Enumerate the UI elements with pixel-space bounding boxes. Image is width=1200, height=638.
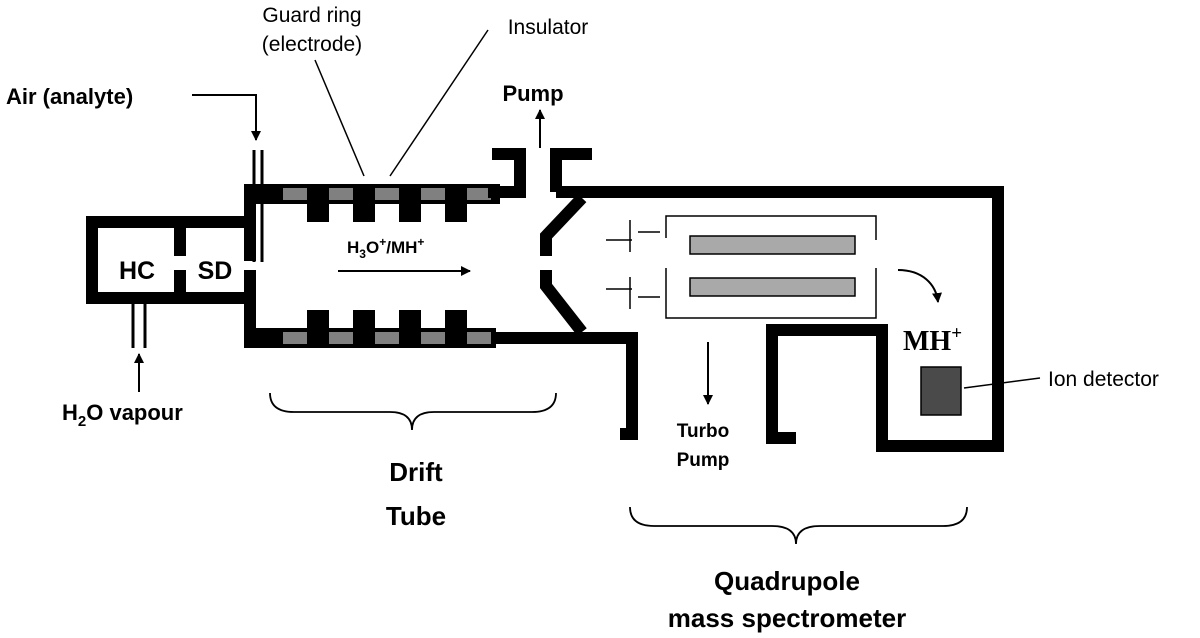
pump-port xyxy=(488,148,592,198)
mh-ion-label: MH+ xyxy=(903,323,962,357)
drift-tube-label-line2: Tube xyxy=(386,501,446,531)
ion-lens-upper xyxy=(606,220,660,252)
guard-ring-leader xyxy=(314,59,365,177)
turbo-pump-label-line2: Pump xyxy=(677,450,730,471)
ms-housing xyxy=(494,186,1004,452)
drift-tube-label: Drift xyxy=(389,457,443,487)
quadrupole-assembly xyxy=(606,215,877,319)
ion-species-label: H3O+/MH+ xyxy=(347,235,424,261)
air-inlet xyxy=(252,150,264,262)
guard-ring-label-line2: (electrode) xyxy=(262,33,362,56)
ion-path-arrow xyxy=(897,269,942,303)
insulator-leader xyxy=(389,29,489,177)
ion-detector-label: Ion detector xyxy=(1048,368,1159,391)
quadrupole-rod-lower xyxy=(689,277,856,297)
source-chambers xyxy=(86,216,250,304)
air-analyte-label: Air (analyte) xyxy=(6,84,133,109)
drift-tube-brace xyxy=(269,392,557,431)
nozzle xyxy=(540,193,587,336)
h2o-inlet xyxy=(131,298,147,348)
ion-detector-leader xyxy=(963,377,1041,389)
quadrupole-label-line2: mass spectrometer xyxy=(668,603,906,633)
ion-lens-lower xyxy=(606,277,660,309)
guard-ring-electrodes xyxy=(307,184,467,348)
h2o-vapour-label: H2O vapour xyxy=(62,400,183,430)
insulator-label: Insulator xyxy=(508,16,589,39)
sd-label: SD xyxy=(198,257,233,285)
quadrupole-frame xyxy=(665,215,877,319)
turbo-pump-label: Turbo xyxy=(677,421,729,442)
ion-detector xyxy=(920,366,962,416)
pump-label: Pump xyxy=(502,81,563,106)
quadrupole-label: Quadrupole xyxy=(714,566,860,596)
hc-sd-housing xyxy=(86,216,250,304)
quadrupole-rod-upper xyxy=(689,235,856,255)
air-inlet-arrow xyxy=(192,94,261,141)
hc-label: HC xyxy=(119,257,155,285)
guard-ring-label: Guard ring xyxy=(262,4,361,27)
quadrupole-brace xyxy=(629,506,968,545)
insulators xyxy=(283,188,491,344)
